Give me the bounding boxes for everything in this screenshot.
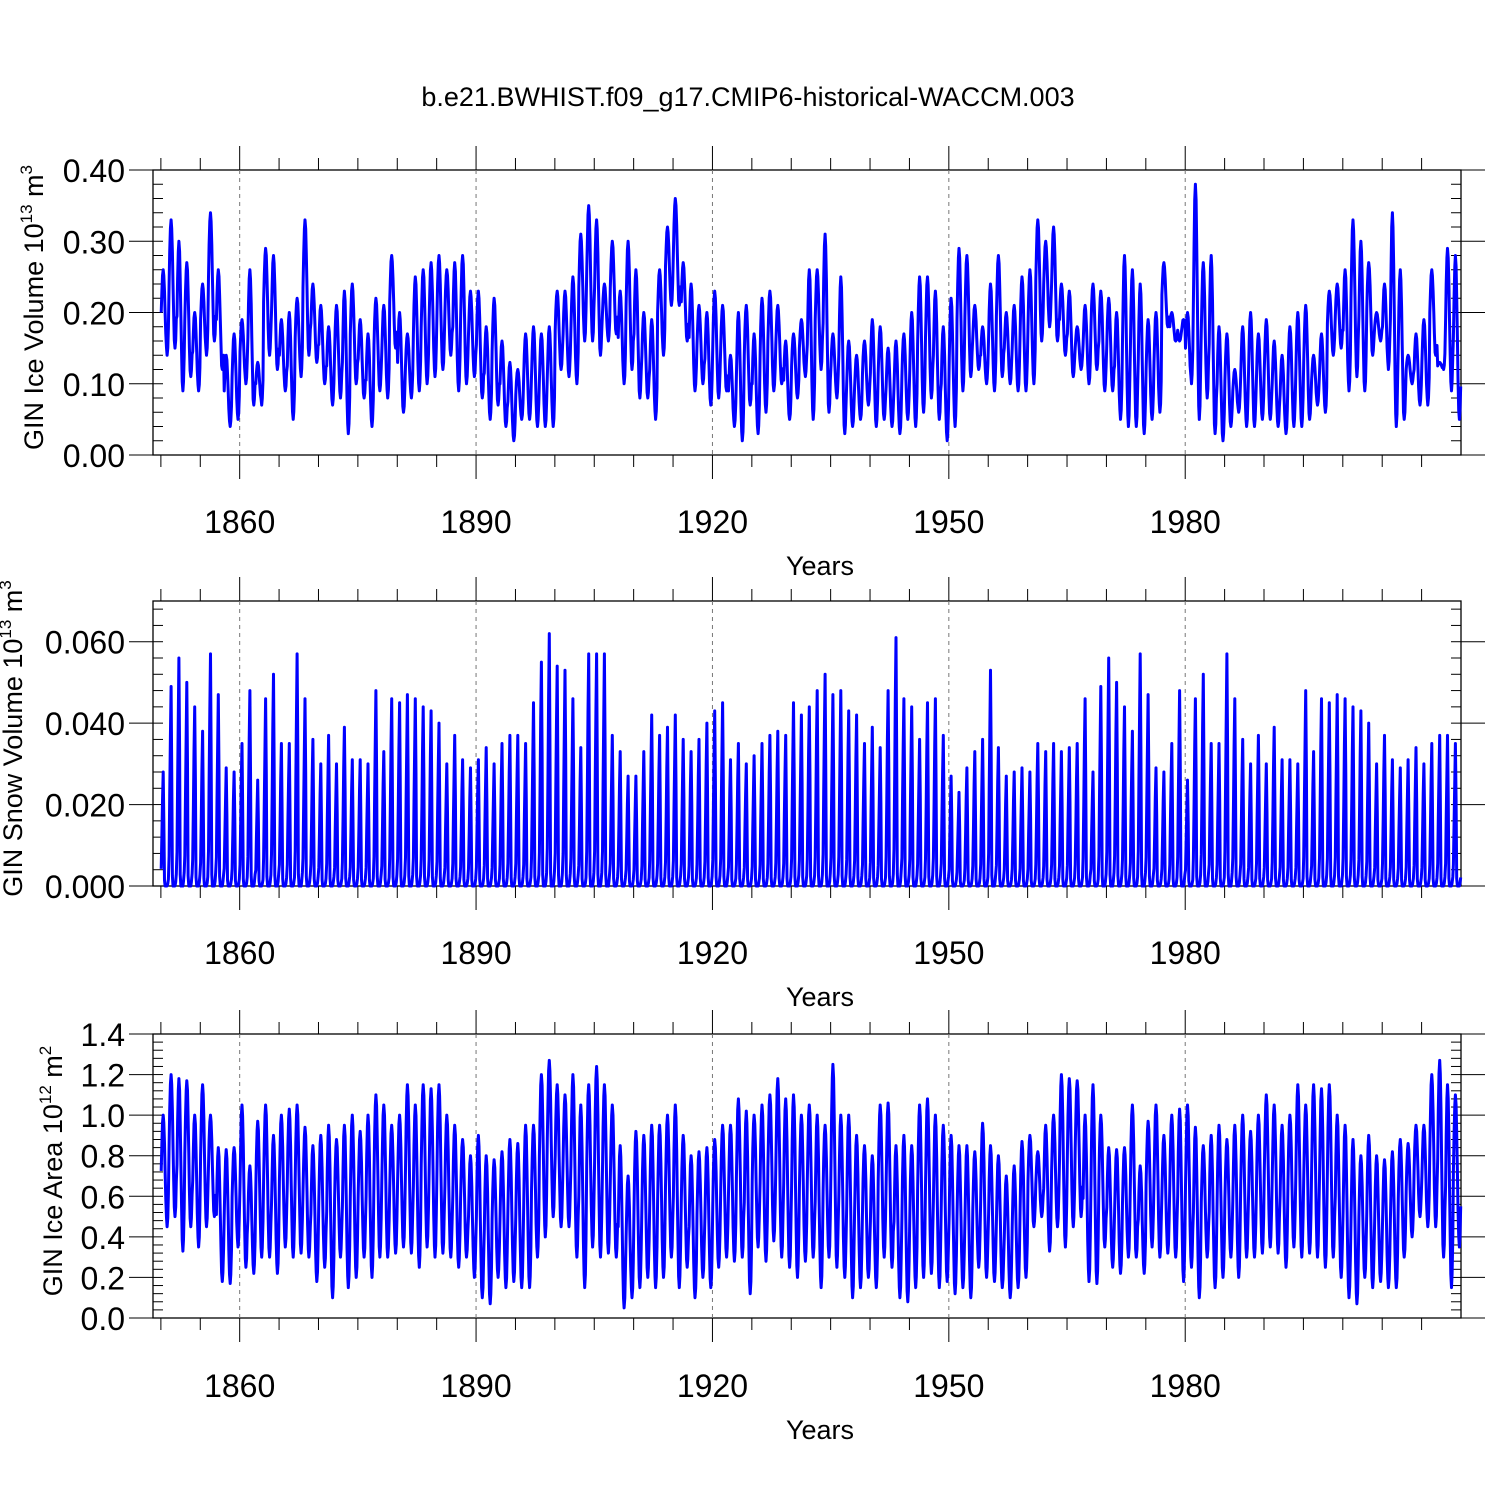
x-tick-label: 1860 <box>204 1368 275 1404</box>
x-tick-label: 1980 <box>1150 504 1221 540</box>
y-axis-title: GIN Ice Volume 1013 m3 <box>17 165 49 450</box>
y-tick-label: 1.0 <box>81 1098 125 1134</box>
y-tick-label: 0.060 <box>45 625 125 661</box>
figure-title: b.e21.BWHIST.f09_g17.CMIP6-historical-WA… <box>421 82 1074 112</box>
y-axis-title-unit-exponent: 3 <box>17 165 36 174</box>
y-tick-label: 0.040 <box>45 706 125 742</box>
x-tick-label: 1890 <box>440 935 511 971</box>
x-tick-label: 1950 <box>913 1368 984 1404</box>
y-axis-title-unit: m <box>19 174 49 204</box>
snow-volume-panel: 0.000 0.020 0.040 0.060 1860 1890 1920 1950 1980… <box>0 577 1485 1012</box>
y-tick-label: 0.000 <box>45 869 125 905</box>
y-tick-label: 0.4 <box>81 1220 125 1256</box>
x-tick-label: 1980 <box>1150 935 1221 971</box>
y-tick-label: 0.20 <box>63 296 125 332</box>
data-series-line <box>159 632 1463 888</box>
x-axis-title: Years <box>786 551 854 581</box>
ice-volume-panel: 0.00 0.10 0.20 0.30 0.40 1860 1890 1920 1950 1980… <box>17 146 1485 581</box>
y-axis-title-exponent: 13 <box>0 620 15 639</box>
x-tick-label: 1890 <box>440 504 511 540</box>
plot-frame <box>152 1033 1462 1319</box>
y-axis-title-text: GIN Ice Area 10 <box>38 1104 68 1296</box>
data-series-line <box>159 1058 1463 1310</box>
x-tick-label: 1860 <box>204 935 275 971</box>
x-axis-title: Years <box>786 982 854 1012</box>
y-tick-label: 0.020 <box>45 788 125 824</box>
y-axis-title: GIN Snow Volume 1013 m3 <box>0 580 28 897</box>
y-tick-label: 0.00 <box>63 438 125 474</box>
x-tick-label: 1920 <box>677 1368 748 1404</box>
y-axis-title-unit: m <box>38 1055 68 1085</box>
y-axis-title-text: GIN Ice Volume 10 <box>19 223 49 450</box>
y-axis-title-unit-exponent: 3 <box>0 580 15 589</box>
y-tick-label: 1.4 <box>81 1017 125 1053</box>
x-tick-label: 1860 <box>204 504 275 540</box>
y-tick-label: 0.6 <box>81 1179 125 1215</box>
y-axis-title-exponent: 13 <box>17 204 36 223</box>
y-axis-title-text: GIN Snow Volume 10 <box>0 639 28 897</box>
y-axis-title-exponent: 12 <box>36 1085 55 1104</box>
ice-area-panel: 0.0 0.2 0.4 0.6 0.8 1.0 1.2 1.4 1860 1890 1920 1950… <box>36 1010 1485 1445</box>
y-tick-label: 0.0 <box>81 1301 125 1337</box>
y-axis-title-unit-exponent: 2 <box>36 1046 55 1055</box>
y-tick-label: 0.2 <box>81 1260 125 1296</box>
y-tick-label: 0.8 <box>81 1139 125 1175</box>
y-tick-label: 0.10 <box>63 367 125 403</box>
x-tick-label: 1890 <box>440 1368 511 1404</box>
y-tick-label: 0.30 <box>63 224 125 260</box>
x-tick-label: 1950 <box>913 935 984 971</box>
plot-frame <box>152 600 1462 887</box>
y-axis-title: GIN Ice Area 1012 m2 <box>36 1046 68 1297</box>
x-tick-label: 1980 <box>1150 1368 1221 1404</box>
x-axis-title: Years <box>786 1415 854 1445</box>
y-tick-label: 0.40 <box>63 153 125 189</box>
data-series-line <box>159 182 1463 443</box>
x-tick-label: 1950 <box>913 504 984 540</box>
x-tick-label: 1920 <box>677 504 748 540</box>
y-tick-label: 1.2 <box>81 1058 125 1094</box>
y-axis-title-unit: m <box>0 590 28 620</box>
x-tick-label: 1920 <box>677 935 748 971</box>
